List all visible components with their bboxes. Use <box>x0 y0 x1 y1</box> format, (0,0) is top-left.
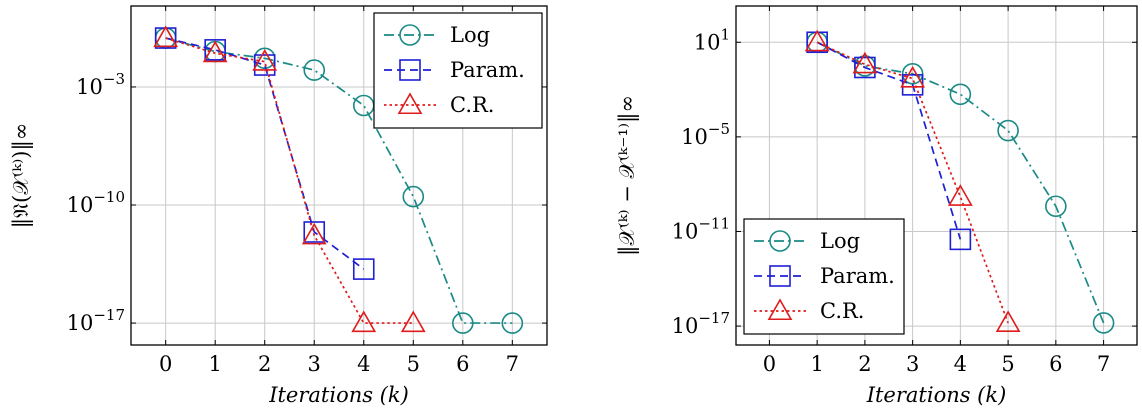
legend-marker-cr <box>397 92 423 115</box>
legend-marker-log <box>399 24 421 46</box>
data-point-log <box>949 83 972 106</box>
y-axis-label: ‖𝔑(𝒳⁽ᵏ⁾)‖∞ <box>9 123 34 229</box>
legend-marker-param <box>399 59 421 81</box>
data-point-cr <box>400 310 426 333</box>
data-point-log <box>1092 312 1115 334</box>
x-tick-label: 4 <box>954 352 967 376</box>
data-point-cr <box>804 29 830 52</box>
x-tick-label: 6 <box>456 352 469 376</box>
legend-label-cr: C.R. <box>450 93 494 117</box>
x-tick-label: 2 <box>858 352 871 376</box>
x-tick-label: 3 <box>906 352 919 376</box>
y-axis-label: ‖𝒳⁽ᵏ⁾ − 𝒳⁽ᵏ⁻¹⁾‖∞ <box>615 95 640 256</box>
plot-frame <box>130 5 548 346</box>
data-point-log <box>501 312 524 334</box>
data-point-cr <box>301 222 327 245</box>
series-line-log <box>816 41 1105 324</box>
y-tick-label: 101 <box>694 25 730 54</box>
data-point-log <box>303 59 326 81</box>
data-point-param <box>204 39 226 61</box>
x-tick-label: 5 <box>1001 352 1014 376</box>
data-point-param <box>949 228 972 251</box>
series-line-log <box>165 37 513 324</box>
x-tick-label: 0 <box>763 352 776 376</box>
legend: Log Param. C.R. <box>743 218 905 335</box>
legend-marker-log <box>769 230 791 252</box>
data-point-cr <box>995 310 1021 332</box>
x-tick-label: 7 <box>1097 352 1110 376</box>
data-point-cr <box>900 65 926 88</box>
x-tick-label: 7 <box>506 352 519 376</box>
x-tick-label: 1 <box>810 352 823 376</box>
x-tick-label: 5 <box>407 352 420 376</box>
y-tick-label: 10−17 <box>67 306 125 335</box>
y-tick-label: 10−10 <box>67 188 125 217</box>
legend-label-log: Log <box>450 23 490 47</box>
series-line-param <box>165 37 365 270</box>
chart-step-difference: 0 1 2 3 4 5 6 7 101 10−5 10−11 10−17 Iterations (k) ‖… <box>615 5 1138 407</box>
legend-marker-param <box>769 265 791 287</box>
x-tick-label: 0 <box>159 352 172 376</box>
x-tick-label: 4 <box>357 352 370 376</box>
series-line-cr <box>816 41 1009 324</box>
legend-marker-cr <box>767 298 793 321</box>
legend-label-log: Log <box>820 229 860 253</box>
legend-label-cr: C.R. <box>820 299 864 323</box>
x-axis-label: Iterations (k) <box>268 383 409 407</box>
data-point-param <box>352 258 375 280</box>
data-point-log <box>452 312 474 334</box>
x-tick-label: 3 <box>308 352 321 376</box>
data-point-cr <box>252 49 278 71</box>
y-tick-label: 10−17 <box>672 309 730 338</box>
y-tick-label: 10−5 <box>681 120 730 149</box>
legend: Log Param. C.R. <box>373 12 543 129</box>
y-tick-label: 10−11 <box>672 214 730 243</box>
legend-label-param: Param. <box>820 264 895 288</box>
series-line-param <box>816 41 962 240</box>
data-point-log <box>901 63 924 85</box>
chart-residual-norm: 0 1 2 3 4 5 6 7 10−3 10−10 10−17 Iterations (k) ‖𝔑(𝒳… <box>9 5 548 407</box>
x-tick-label: 6 <box>1049 352 1062 376</box>
y-tick-label: 10−3 <box>76 70 125 99</box>
data-point-cr <box>202 40 228 63</box>
x-tick-label: 2 <box>258 352 271 376</box>
data-point-param <box>253 54 276 76</box>
data-point-log <box>997 119 1019 142</box>
x-axis-label: Iterations (k) <box>866 383 1007 407</box>
series-line-cr <box>165 37 414 324</box>
data-point-log <box>1045 195 1067 218</box>
data-point-cr <box>351 310 377 333</box>
plot-frame <box>735 5 1138 346</box>
data-point-cr <box>153 25 179 48</box>
data-point-param <box>303 221 326 243</box>
data-point-param <box>854 56 876 79</box>
data-point-cr <box>947 184 973 206</box>
data-point-cr <box>852 51 878 74</box>
legend-label-param: Param. <box>450 58 525 82</box>
data-point-log <box>402 185 425 208</box>
x-tick-label: 1 <box>209 352 222 376</box>
